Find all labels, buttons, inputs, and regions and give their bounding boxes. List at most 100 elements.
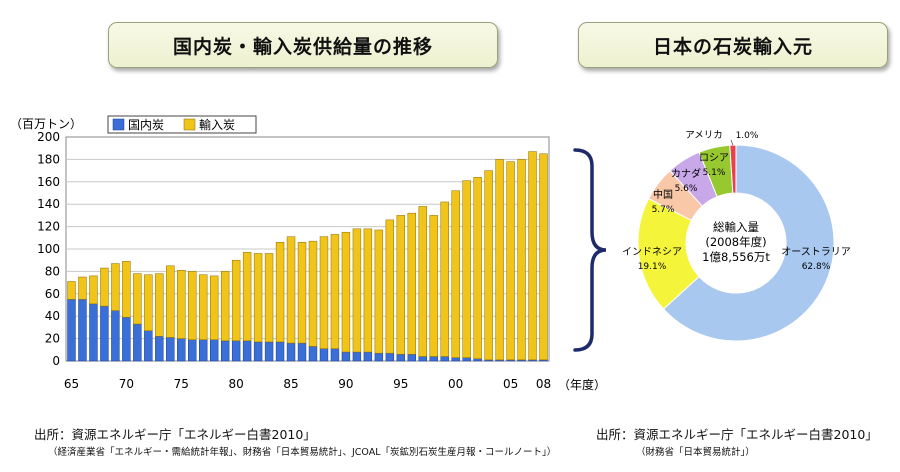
x-tick-label: 75 <box>174 377 189 391</box>
donut-center-text: 総輸入量 <box>713 220 759 234</box>
bar-imported <box>341 231 351 353</box>
bar-domestic <box>451 357 460 362</box>
bar-domestic <box>473 358 482 362</box>
bar-imported <box>462 180 471 358</box>
slice-value: 19.1% <box>638 262 667 272</box>
bar-imported <box>352 228 362 353</box>
bar-imported <box>144 274 153 332</box>
bar-imported <box>330 234 340 349</box>
left-chart-title: 国内炭・輸入炭供給量の推移 <box>108 22 498 68</box>
bar-imported <box>231 259 241 342</box>
bar-imported <box>220 271 230 342</box>
bar-domestic <box>396 354 406 362</box>
y-tick-label: 20 <box>45 332 60 346</box>
bar-imported <box>67 281 76 300</box>
bar-domestic <box>352 351 362 362</box>
bar-domestic <box>297 342 307 362</box>
bar-domestic <box>341 351 351 362</box>
bar-imported <box>396 215 406 355</box>
bar-imported <box>78 276 87 300</box>
legend-swatch-domestic <box>112 118 125 131</box>
x-tick-label: 85 <box>283 377 298 391</box>
slice-value: 5.1% <box>703 168 726 178</box>
slice-value: 5.7% <box>652 205 675 215</box>
bar-imported <box>308 240 318 347</box>
x-tick-label: 08 <box>536 377 551 391</box>
slice-label: 中国 <box>653 188 673 201</box>
bar-imported <box>100 267 109 307</box>
bar-imported <box>385 219 395 354</box>
right-chart-title: 日本の石炭輸入元 <box>578 22 888 68</box>
bar-imported <box>517 159 526 361</box>
bar-imported <box>275 242 285 343</box>
bar-domestic <box>100 305 109 362</box>
slice-label: カナダ <box>671 167 701 180</box>
bar-domestic <box>220 340 230 362</box>
bar-domestic <box>275 341 285 362</box>
bar-imported <box>495 159 504 361</box>
bar-imported <box>429 215 438 357</box>
y-axis-unit: （百万トン） <box>10 117 82 131</box>
x-tick-label: 95 <box>393 377 408 391</box>
bar-imported <box>451 190 460 358</box>
bar-imported <box>286 236 296 344</box>
bar-domestic <box>440 356 449 362</box>
y-tick-label: 160 <box>37 175 60 189</box>
right-source-line1: 出所：資源エネルギー庁「エネルギー白書2010」 <box>596 427 878 442</box>
bar-domestic <box>407 354 416 362</box>
bar-domestic <box>122 317 131 362</box>
y-tick-label: 120 <box>37 220 60 234</box>
x-tick-label: 90 <box>338 377 353 391</box>
slice-value: 5.6% <box>675 184 698 194</box>
right-source-line2: （財務省「日本貿易統計」） <box>636 447 755 458</box>
bar-domestic <box>330 348 340 362</box>
donut-center-text: (2008年度) <box>705 235 766 249</box>
slice-label: アメリカ <box>685 130 723 141</box>
bar-imported <box>440 201 449 357</box>
bar-imported <box>89 275 98 305</box>
left-source-line1: 出所：資源エネルギー庁「エネルギー白書2010」 <box>34 427 316 442</box>
y-tick-label: 200 <box>37 130 60 144</box>
bar-imported <box>155 273 164 337</box>
bar-domestic <box>418 356 427 362</box>
bar-imported <box>242 252 252 342</box>
y-tick-label: 60 <box>45 287 60 301</box>
bar-domestic <box>144 330 153 362</box>
x-tick-label: 80 <box>229 377 244 391</box>
bar-domestic <box>155 336 164 362</box>
x-tick-label: 05 <box>503 377 518 391</box>
y-tick-label: 0 <box>52 354 60 368</box>
bar-imported <box>319 236 329 349</box>
y-tick-label: 140 <box>37 197 60 211</box>
bar-domestic <box>188 339 197 362</box>
bar-imported <box>506 161 515 361</box>
bar-domestic <box>231 340 241 362</box>
bar-domestic <box>253 341 263 362</box>
slice-value: 62.8% <box>802 262 831 272</box>
y-tick-label: 80 <box>45 264 60 278</box>
bar-imported <box>188 271 197 340</box>
x-tick-label: 65 <box>64 377 79 391</box>
bar-domestic <box>133 323 142 362</box>
bar-domestic <box>166 337 175 362</box>
bar-imported <box>264 253 274 343</box>
legend-label-domestic: 国内炭 <box>128 118 164 132</box>
bar-imported <box>484 170 493 361</box>
brace-connector <box>573 148 607 352</box>
bar-domestic <box>308 346 318 362</box>
y-tick-label: 100 <box>37 242 60 256</box>
donut-slice <box>729 144 737 194</box>
bar-domestic <box>264 341 274 362</box>
slice-label: インドネシア <box>622 246 682 258</box>
bar-domestic <box>177 338 186 362</box>
bar-imported <box>177 270 186 339</box>
bar-domestic <box>111 310 120 362</box>
bar-domestic <box>286 342 296 362</box>
bar-domestic <box>385 352 395 362</box>
bar-domestic <box>242 340 252 362</box>
bar-imported <box>297 242 307 344</box>
x-axis-unit: （年度） <box>558 377 606 392</box>
bar-domestic <box>209 339 219 362</box>
y-tick-label: 180 <box>37 152 60 166</box>
